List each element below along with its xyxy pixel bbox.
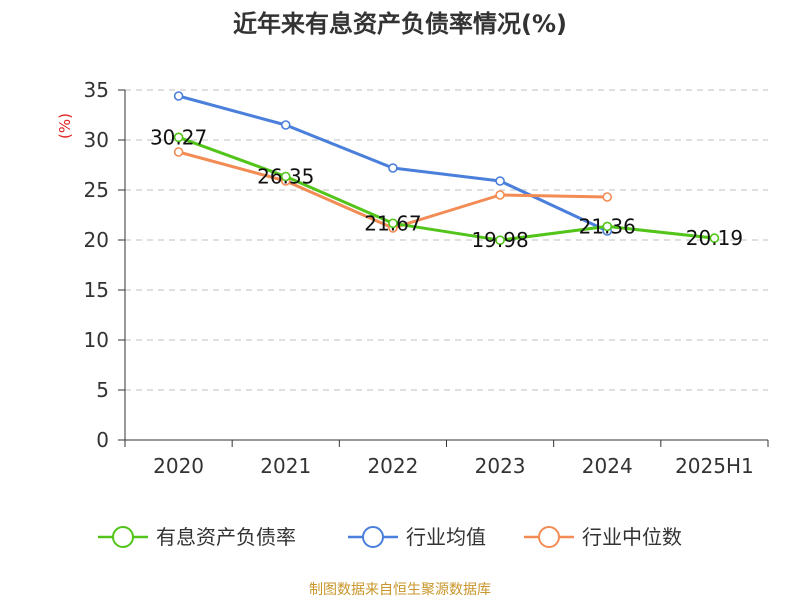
data-point — [173, 91, 184, 101]
data-label: 30.27 — [150, 125, 207, 149]
data-point — [173, 132, 184, 143]
y-axis-label: (%) — [56, 113, 74, 139]
data-label: 26.35 — [257, 165, 314, 189]
y-tick-labels: 0 5 10 15 20 25 30 35 — [84, 78, 109, 452]
data-point — [280, 120, 291, 130]
data-point — [173, 147, 184, 157]
data-label: 19.98 — [471, 228, 528, 252]
x-tick-label: 2020 — [153, 454, 204, 478]
legend-marker — [362, 526, 384, 548]
grid-lines — [125, 89, 768, 391]
data-point — [709, 233, 720, 243]
series-line — [178, 135, 715, 242]
series-lines — [173, 91, 720, 245]
y-tick-label: 20 — [84, 228, 109, 252]
data-label: 21.36 — [579, 214, 636, 238]
data-labels: 30.27 26.35 21.67 19.98 21.36 20.19 — [150, 125, 743, 252]
source-note: 制图数据来自恒生聚源数据库 — [309, 582, 491, 598]
data-point — [495, 176, 505, 186]
y-tick-label: 25 — [84, 178, 109, 202]
data-point — [602, 192, 613, 202]
legend-marker — [538, 526, 560, 548]
data-point — [388, 218, 398, 229]
legend-label: 行业中位数 — [582, 525, 682, 549]
legend: 有息资产负债率 行业均值 行业中位数 — [98, 525, 682, 549]
data-point — [495, 235, 505, 245]
series-0 — [173, 132, 720, 245]
data-point — [280, 171, 291, 182]
data-point — [388, 163, 398, 173]
data-point — [602, 221, 613, 232]
x-tick-label: 2022 — [367, 454, 418, 478]
y-tick-label: 10 — [84, 328, 109, 352]
y-tick-label: 5 — [96, 378, 109, 402]
axes — [118, 89, 769, 447]
x-tick-label: 2023 — [475, 454, 526, 478]
chart-title: 近年来有息资产负债率情况(%) — [233, 10, 567, 38]
x-tick-label: 2021 — [260, 454, 311, 478]
x-tick-labels: 2020 2021 2022 2023 2024 2025H1 — [153, 454, 754, 478]
legend-label: 有息资产负债率 — [156, 525, 296, 549]
y-tick-label: 30 — [84, 128, 109, 152]
legend-item: 有息资产负债率 — [98, 525, 296, 549]
series-1 — [173, 91, 613, 236]
x-tick-label: 2025H1 — [675, 454, 754, 478]
data-label: 20.19 — [686, 226, 743, 250]
legend-marker — [112, 526, 134, 548]
x-tick-label: 2024 — [582, 454, 633, 478]
legend-label: 行业均值 — [406, 525, 486, 549]
y-tick-label: 15 — [84, 278, 109, 302]
legend-item: 行业均值 — [348, 525, 486, 549]
data-point — [495, 190, 505, 200]
y-tick-label: 35 — [84, 78, 109, 102]
data-label: 21.67 — [364, 211, 421, 235]
y-tick-label: 0 — [96, 428, 109, 452]
legend-item: 行业中位数 — [524, 525, 682, 549]
